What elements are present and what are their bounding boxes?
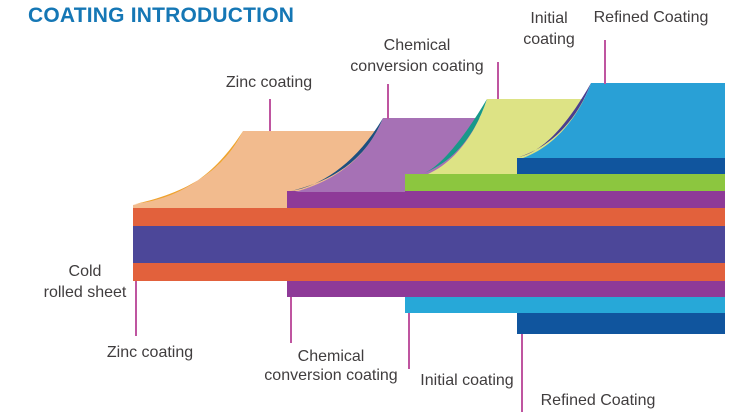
chemical-conversion-top-label: Chemical conversion coating: [350, 37, 484, 75]
cold-rolled-core-band: [133, 226, 725, 263]
refined-sheet-surface: [523, 83, 725, 158]
refined-coating-bottom-label: Refined Coating: [540, 392, 656, 409]
initial-coating-bottom-label: Initial coating: [420, 372, 514, 389]
initial-band-top: [405, 174, 725, 191]
chemical-band-bottom: [287, 281, 725, 297]
cold-rolled-sheet-label: Cold rolled sheet: [43, 263, 127, 301]
page-title: COATING INTRODUCTION: [28, 4, 295, 27]
initial-band-bottom: [405, 297, 725, 313]
chemical-conversion-bottom-label: Chemical conversion coating: [264, 348, 398, 384]
zinc-band-bottom: [133, 263, 725, 281]
chemical-band-top: [287, 191, 725, 208]
zinc-coating-bottom-label: Zinc coating: [106, 344, 194, 361]
refined-band-top: [517, 158, 725, 174]
refined-band-bottom: [517, 313, 725, 334]
zinc-band-top: [133, 208, 725, 226]
refined-coating-top-label: Refined Coating: [593, 9, 709, 26]
zinc-coating-top-label: Zinc coating: [225, 74, 313, 91]
initial-coating-top-label: Initial coating: [523, 10, 575, 48]
